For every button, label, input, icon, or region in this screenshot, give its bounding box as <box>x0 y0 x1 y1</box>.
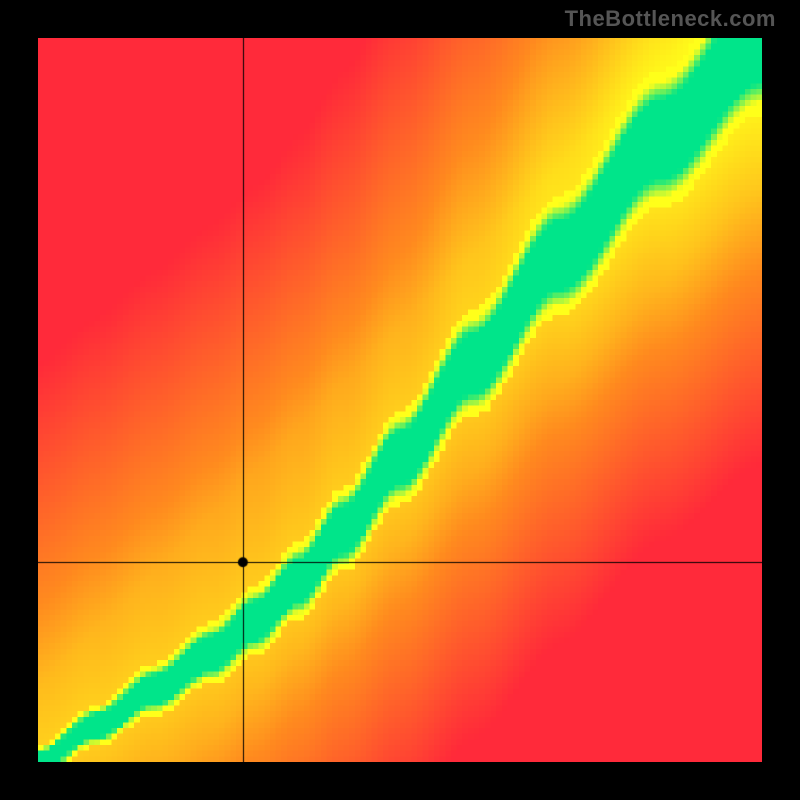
crosshair-overlay <box>38 38 762 762</box>
chart-container: { "watermark": { "text": "TheBottleneck.… <box>0 0 800 800</box>
watermark-text: TheBottleneck.com <box>565 6 776 32</box>
